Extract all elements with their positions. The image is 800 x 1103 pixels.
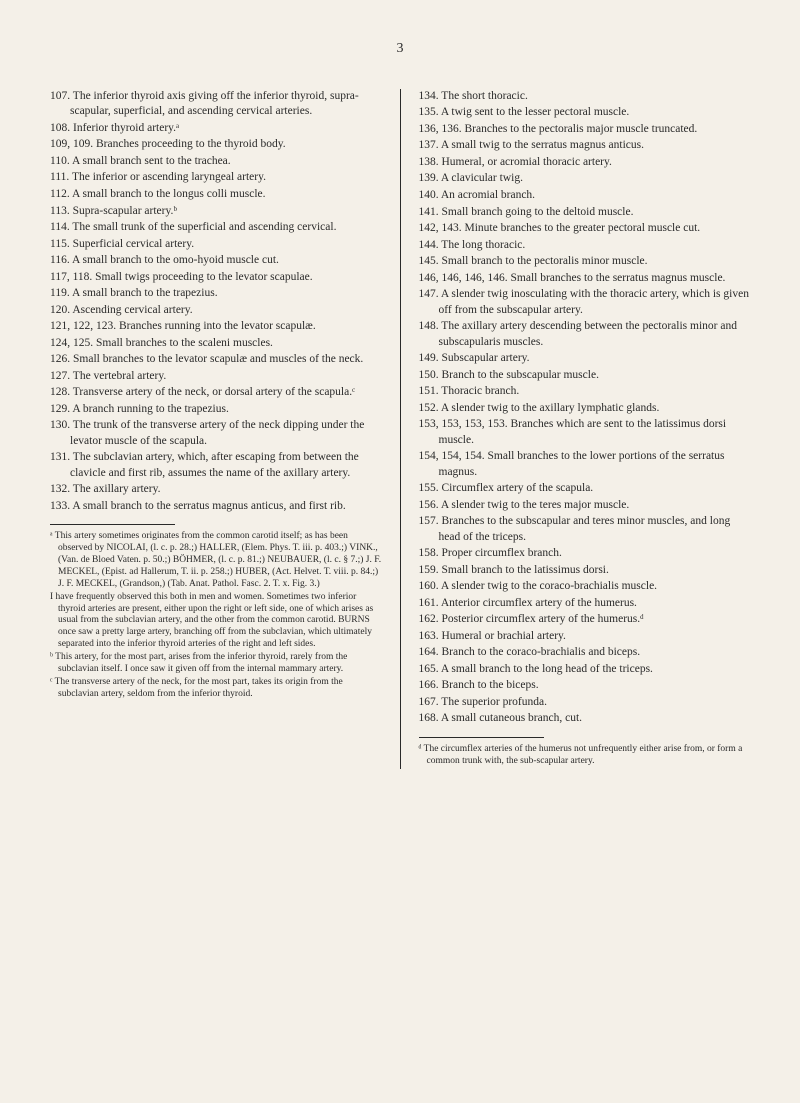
anatomy-entry: 128. Transverse artery of the neck, or d… [50, 385, 382, 401]
anatomy-entry: 141. Small branch going to the deltoid m… [419, 205, 751, 221]
footnote-entry: ᵈ The circumflex arteries of the humerus… [419, 744, 751, 768]
anatomy-entry: 164. Branch to the coraco-brachialis and… [419, 645, 751, 661]
anatomy-entry: 116. A small branch to the omo-hyoid mus… [50, 253, 382, 269]
column-divider [400, 89, 401, 769]
anatomy-entry: 136, 136. Branches to the pectoralis maj… [419, 122, 751, 138]
anatomy-entry: 134. The short thoracic. [419, 89, 751, 105]
anatomy-entry: 130. The trunk of the transverse artery … [50, 418, 382, 449]
anatomy-entry: 133. A small branch to the serratus magn… [50, 499, 382, 515]
anatomy-entry: 161. Anterior circumflex artery of the h… [419, 596, 751, 612]
anatomy-entry: 144. The long thoracic. [419, 238, 751, 254]
anatomy-entry: 124, 125. Small branches to the scaleni … [50, 336, 382, 352]
anatomy-entry: 117, 118. Small twigs proceeding to the … [50, 270, 382, 286]
anatomy-entry: 159. Small branch to the latissimus dors… [419, 563, 751, 579]
anatomy-entry: 126. Small branches to the levator scapu… [50, 352, 382, 368]
anatomy-entry: 113. Supra-scapular artery.ᵇ [50, 204, 382, 220]
anatomy-entry: 138. Humeral, or acromial thoracic arter… [419, 155, 751, 171]
right-column: 134. The short thoracic.135. A twig sent… [419, 89, 751, 769]
anatomy-entry: 160. A slender twig to the coraco-brachi… [419, 579, 751, 595]
right-entries: 134. The short thoracic.135. A twig sent… [419, 89, 751, 727]
anatomy-entry: 109, 109. Branches proceeding to the thy… [50, 137, 382, 153]
anatomy-entry: 107. The inferior thyroid axis giving of… [50, 89, 382, 120]
anatomy-entry: 163. Humeral or brachial artery. [419, 629, 751, 645]
anatomy-entry: 119. A small branch to the trapezius. [50, 286, 382, 302]
footnote-entry: I have frequently observed this both in … [50, 592, 382, 651]
anatomy-entry: 137. A small twig to the serratus magnus… [419, 138, 751, 154]
anatomy-entry: 135. A twig sent to the lesser pectoral … [419, 105, 751, 121]
footnote-entry: ᵇ This artery, for the most part, arises… [50, 652, 382, 676]
anatomy-entry: 155. Circumflex artery of the scapula. [419, 481, 751, 497]
anatomy-entry: 129. A branch running to the trapezius. [50, 402, 382, 418]
content-columns: 107. The inferior thyroid axis giving of… [50, 89, 750, 769]
anatomy-entry: 150. Branch to the subscapular muscle. [419, 368, 751, 384]
anatomy-entry: 132. The axillary artery. [50, 482, 382, 498]
anatomy-entry: 166. Branch to the biceps. [419, 678, 751, 694]
anatomy-entry: 142, 143. Minute branches to the greater… [419, 221, 751, 237]
anatomy-entry: 139. A clavicular twig. [419, 171, 751, 187]
footnote-divider-left [50, 524, 175, 525]
anatomy-entry: 153, 153, 153, 153. Branches which are s… [419, 417, 751, 448]
anatomy-entry: 131. The subclavian artery, which, after… [50, 450, 382, 481]
anatomy-entry: 146, 146, 146, 146. Small branches to th… [419, 271, 751, 287]
page-number: 3 [50, 40, 750, 59]
anatomy-entry: 121, 122, 123. Branches running into the… [50, 319, 382, 335]
anatomy-entry: 112. A small branch to the longus colli … [50, 187, 382, 203]
anatomy-entry: 165. A small branch to the long head of … [419, 662, 751, 678]
anatomy-entry: 115. Superficial cervical artery. [50, 237, 382, 253]
anatomy-entry: 114. The small trunk of the superficial … [50, 220, 382, 236]
anatomy-entry: 147. A slender twig inosculating with th… [419, 287, 751, 318]
footnote-entry: ᵃ This artery sometimes originates from … [50, 531, 382, 590]
anatomy-entry: 145. Small branch to the pectoralis mino… [419, 254, 751, 270]
anatomy-entry: 110. A small branch sent to the trachea. [50, 154, 382, 170]
anatomy-entry: 162. Posterior circumflex artery of the … [419, 612, 751, 628]
anatomy-entry: 167. The superior profunda. [419, 695, 751, 711]
anatomy-entry: 111. The inferior or ascending laryngeal… [50, 170, 382, 186]
anatomy-entry: 157. Branches to the subscapular and ter… [419, 514, 751, 545]
right-footnotes: ᵈ The circumflex arteries of the humerus… [419, 744, 751, 768]
anatomy-entry: 148. The axillary artery descending betw… [419, 319, 751, 350]
left-entries: 107. The inferior thyroid axis giving of… [50, 89, 382, 514]
footnote-divider-right [419, 737, 544, 738]
anatomy-entry: 152. A slender twig to the axillary lymp… [419, 401, 751, 417]
anatomy-entry: 154, 154, 154. Small branches to the low… [419, 449, 751, 480]
left-footnotes: ᵃ This artery sometimes originates from … [50, 531, 382, 700]
anatomy-entry: 120. Ascending cervical artery. [50, 303, 382, 319]
anatomy-entry: 149. Subscapular artery. [419, 351, 751, 367]
anatomy-entry: 151. Thoracic branch. [419, 384, 751, 400]
left-column: 107. The inferior thyroid axis giving of… [50, 89, 382, 769]
anatomy-entry: 158. Proper circumflex branch. [419, 546, 751, 562]
anatomy-entry: 127. The vertebral artery. [50, 369, 382, 385]
anatomy-entry: 168. A small cutaneous branch, cut. [419, 711, 751, 727]
footnote-entry: ᶜ The transverse artery of the neck, for… [50, 677, 382, 701]
anatomy-entry: 140. An acromial branch. [419, 188, 751, 204]
anatomy-entry: 156. A slender twig to the teres major m… [419, 498, 751, 514]
anatomy-entry: 108. Inferior thyroid artery.ᵃ [50, 121, 382, 137]
